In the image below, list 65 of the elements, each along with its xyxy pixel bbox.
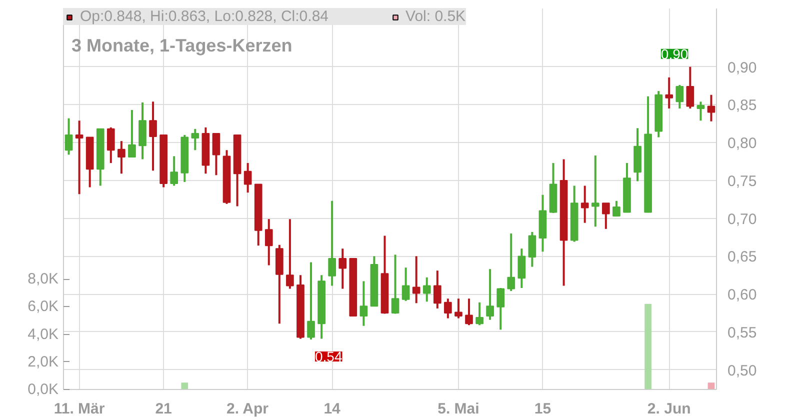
x-tick-label: 15 — [534, 400, 552, 418]
candlestick — [412, 255, 420, 304]
candlestick — [191, 128, 200, 152]
y-tick-label: 0,55 — [728, 324, 757, 342]
candlestick — [612, 200, 620, 218]
y-tick-label: 0,70 — [728, 210, 757, 228]
candlestick — [454, 298, 462, 320]
candlestick — [486, 268, 494, 321]
candlestick — [307, 261, 315, 341]
x-tick-label: 2. Apr — [226, 400, 269, 418]
candlestick — [444, 298, 452, 320]
x-tick-label: 21 — [155, 400, 172, 418]
candlestick — [75, 120, 84, 196]
y-tick-label: 0,75 — [728, 172, 757, 190]
candlestick — [518, 248, 526, 289]
candlestick — [602, 202, 610, 230]
candlestick — [422, 276, 431, 303]
candlestick — [665, 76, 674, 110]
legend-label: Vol: 0.5K — [406, 8, 466, 25]
y2-tick-label: 0,0K — [28, 381, 58, 398]
y-tick-label: 0,50 — [728, 362, 757, 380]
x-tick-label: 5. Mai — [438, 400, 480, 418]
candlestick — [391, 254, 400, 315]
text: 3 Monate, 1-Tages-Kerzen — [72, 36, 292, 56]
candlestick — [128, 109, 136, 158]
candlestick — [328, 200, 336, 287]
candlestick — [212, 132, 220, 176]
candlestick — [676, 84, 684, 110]
candlestick — [528, 230, 536, 268]
y-tick-label: 0,80 — [728, 135, 757, 152]
x-tick-label: 11. Mär — [54, 400, 105, 418]
candlestick — [170, 155, 178, 187]
candlestick — [64, 117, 73, 156]
y-tick-label: 0,65 — [728, 248, 757, 266]
y2-tick-label: 6,0K — [28, 298, 58, 316]
candlestick — [707, 94, 716, 122]
candlestick — [402, 266, 410, 302]
candlestick — [433, 270, 442, 310]
candlestick — [338, 248, 347, 290]
candlestick — [696, 100, 705, 122]
x-tick-label: 14 — [324, 400, 342, 418]
candlestick — [118, 140, 126, 175]
y-tick-label: 0,85 — [728, 97, 757, 114]
legend-label: Op:0.848, Hi:0.863, Lo:0.828, Cl:0.84 — [80, 8, 329, 25]
candlestick — [476, 301, 484, 326]
y2-tick-label: 8,0K — [28, 270, 58, 288]
candlestick — [496, 287, 505, 331]
candlestick — [465, 298, 473, 326]
candlestick — [106, 126, 115, 164]
candlestick — [360, 280, 368, 327]
annotation: 0,90 — [660, 46, 688, 62]
x-tick-label: 2. Jun — [647, 400, 691, 418]
annotation: 0,54 — [315, 348, 342, 365]
candlestick — [149, 100, 157, 172]
candlestick — [580, 184, 589, 224]
y-tick-label: 0,60 — [728, 286, 757, 304]
candlestick — [686, 66, 694, 110]
y2-tick-label: 4,0K — [28, 326, 58, 343]
candlestick — [244, 162, 252, 194]
candlestick — [591, 154, 600, 228]
y2-tick-label: 2,0K — [28, 353, 58, 370]
y-tick-label: 0,90 — [728, 59, 757, 76]
candlestick — [507, 232, 516, 292]
candlestick — [286, 218, 294, 290]
candlestick — [264, 218, 273, 266]
